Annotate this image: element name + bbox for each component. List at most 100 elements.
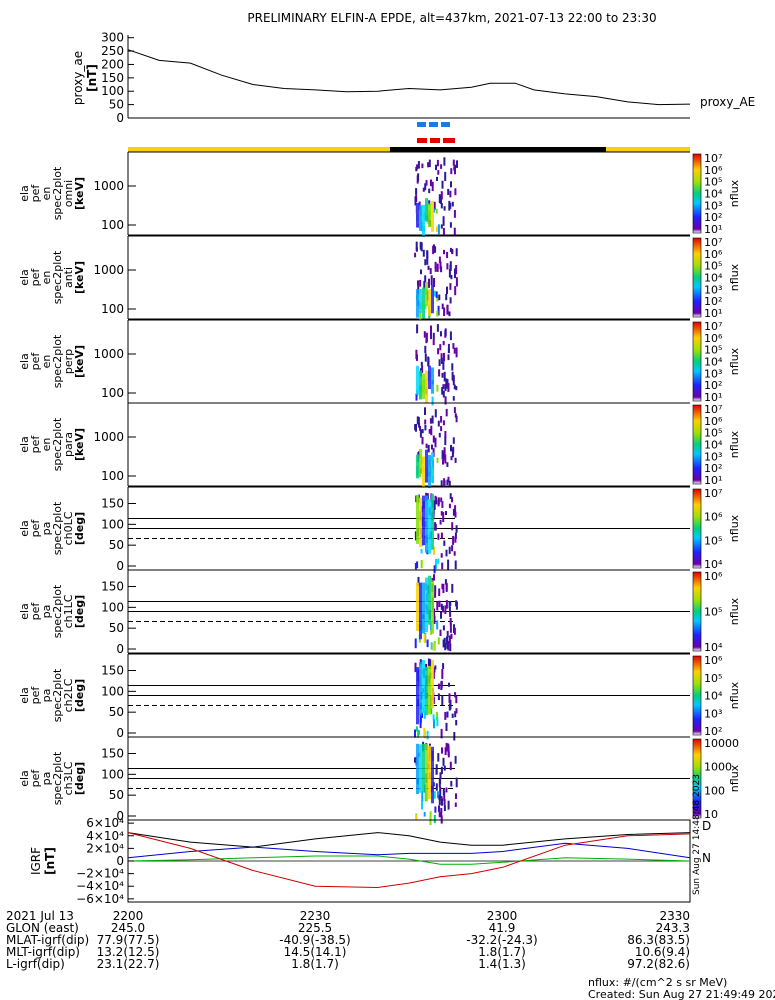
- spectrogram-cell: [435, 164, 437, 171]
- spectrogram-cell: [433, 574, 435, 581]
- panel-ylabel: para: [62, 432, 75, 457]
- spectrogram-cell: [440, 224, 443, 229]
- panel-ylabel: spec2plot: [51, 166, 64, 220]
- spectrogram-cell: [452, 343, 455, 349]
- ytick-label: 50: [109, 705, 124, 719]
- spectrogram-cell: [451, 713, 454, 718]
- spectrogram-cell: [447, 383, 450, 392]
- spectrogram-cell: [452, 159, 455, 166]
- spectrogram-cell: [454, 286, 457, 296]
- spectrogram-cell: [447, 343, 450, 353]
- spectrogram-cell: [448, 635, 451, 644]
- colorbar: [692, 488, 702, 569]
- spectrogram-cell: [438, 359, 441, 366]
- footer-row-label: L-igrf(dip): [6, 957, 65, 971]
- spectrogram-cell: [427, 658, 430, 667]
- colorbar-tick-label: 10²: [704, 295, 722, 308]
- spectrogram-cell: [442, 757, 445, 766]
- spectrogram-cell: [439, 344, 442, 351]
- spectrogram-cell: [436, 620, 439, 630]
- spectrogram-cell: [440, 331, 442, 337]
- spectrogram-cell: [453, 210, 456, 218]
- spectrogram-block: [431, 580, 434, 634]
- spectrogram-cell: [419, 429, 422, 438]
- spectrogram-cell: [429, 418, 432, 424]
- spectrogram-cell: [423, 711, 426, 719]
- spectrogram-cell: [455, 777, 458, 788]
- spectrogram-cell: [441, 562, 444, 570]
- panel-ylabel: ela: [18, 436, 31, 453]
- spectrogram-cell: [439, 519, 442, 525]
- spectrogram-cell: [432, 339, 435, 346]
- spectrogram-cell: [440, 728, 443, 739]
- spectrogram-cell: [433, 718, 435, 729]
- spectrogram-cell: [446, 263, 449, 270]
- spectrogram-cell: [442, 227, 445, 235]
- panel-ylabel: spec2plot: [51, 751, 64, 805]
- spectrogram-cell: [435, 291, 438, 298]
- spectrogram-cell: [452, 535, 455, 545]
- spectrogram-cell: [440, 766, 443, 775]
- colorbar-tick-label: 10: [704, 808, 718, 821]
- spectrogram-cell: [438, 600, 441, 607]
- colorbar-tick-label: 10⁶: [704, 164, 723, 177]
- spectrogram-cell: [454, 802, 457, 807]
- igrf-ytick-label: −4×10⁴: [76, 879, 124, 893]
- panel-ylabel: [keV]: [73, 345, 86, 378]
- spectrogram-cell: [436, 717, 439, 727]
- spectrogram-cell: [449, 623, 452, 633]
- footer-annotations: 2021 Jul 13 2200 2230 2300 2330 GLON (east) 24…: [6, 909, 690, 971]
- footer-row-value: 97.2(82.6): [627, 957, 690, 971]
- spectrogram-cell: [447, 800, 450, 810]
- spectrogram-cell: [455, 277, 458, 287]
- spectrogram-cell: [436, 159, 439, 167]
- spectrogram-block: [422, 744, 425, 793]
- spectrogram-cell: [415, 188, 418, 196]
- spectrogram-cell: [443, 765, 446, 771]
- spectrogram-cell: [439, 261, 442, 270]
- blue-zone-bar: [429, 122, 438, 127]
- igrf-legend-d: D: [702, 819, 711, 833]
- spectrogram-cell: [449, 222, 452, 228]
- spectrogram-cell: [455, 248, 458, 257]
- spectrogram-cell: [417, 173, 420, 182]
- panel-ylabel: ch2LC: [62, 678, 75, 712]
- spectrogram-cell: [453, 407, 456, 413]
- spectrogram-cell: [440, 164, 443, 169]
- spectrogram-cell: [455, 720, 458, 726]
- spectrogram-cell: [446, 462, 449, 467]
- spectrogram-cell: [450, 275, 453, 280]
- spectrogram-cell: [441, 387, 444, 395]
- igrf-ytick-label: 2×10⁴: [86, 841, 124, 855]
- spectrogram-cell: [423, 280, 426, 290]
- footer-row-label: MLT-igrf(dip): [6, 945, 80, 959]
- spectrogram-cell: [449, 190, 452, 198]
- colorbar-tick-label: 10³: [704, 450, 722, 463]
- footer-row-value: 243.3: [656, 921, 690, 935]
- spectrogram-cell: [427, 356, 430, 366]
- footer-row-value: 2230: [300, 909, 331, 923]
- spectrogram-block: [419, 498, 422, 547]
- spectrogram-cell: [434, 522, 437, 531]
- colorbar-tick-label: 10¹: [704, 391, 722, 404]
- proxy-ae-yunit: [nT]: [85, 64, 99, 92]
- spectrogram-cell: [415, 241, 418, 251]
- spectrogram-cell: [449, 643, 452, 652]
- spectrogram-cell: [444, 384, 447, 391]
- spectrogram-cell: [440, 603, 443, 610]
- spectrogram-cell: [418, 422, 421, 428]
- spectrogram-cell: [439, 629, 442, 636]
- spectrogram-cell: [436, 295, 439, 302]
- spectrogram-cell: [416, 324, 419, 334]
- spectrogram-cell: [436, 263, 439, 272]
- colorbar-label: nflux: [728, 263, 741, 291]
- colorbar-tick-label: 10²: [704, 462, 722, 475]
- spectrogram-cell: [429, 268, 432, 275]
- spectrogram-block: [416, 743, 419, 794]
- ytick-label: 100: [101, 517, 124, 531]
- spectrogram-cell: [414, 424, 417, 431]
- proxy-ae-line: [127, 49, 691, 106]
- colorbar-tick-label: 10²: [704, 379, 722, 392]
- ae-ytick-label: 100: [101, 84, 124, 98]
